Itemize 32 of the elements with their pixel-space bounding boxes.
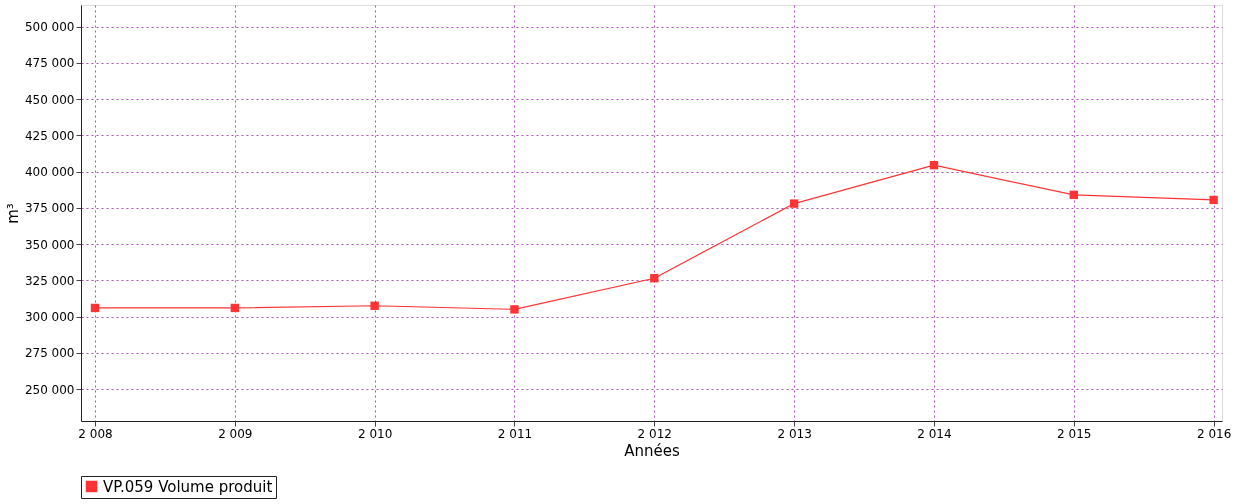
x-tick-label: 2 010 [357,426,393,441]
y-tick-label: 325 000 [24,273,75,288]
y-tick-label: 425 000 [24,128,75,143]
y-tick-label: 250 000 [24,382,75,397]
point [1069,190,1078,200]
point [1209,195,1218,205]
y-tick-label: 300 000 [24,310,75,325]
x-tick-label: 2 011 [497,426,533,441]
point [789,199,799,208]
y-tick-label: 475 000 [24,56,75,71]
x-tick-label: 2 009 [218,426,253,441]
x-tick-label: 2 015 [1057,426,1092,441]
x-tick-label: 2 012 [637,426,672,441]
x-tick-label: 2 016 [1196,426,1232,441]
x-tick-label: 2 013 [777,426,812,441]
point [929,160,939,170]
legend-label: VP.059 Volume produit [103,477,273,496]
point [510,305,519,314]
y-tick-label: 500 000 [24,20,75,35]
point [230,303,239,313]
y-tick-label: 400 000 [24,165,75,180]
y-tick-label: 275 000 [24,346,75,361]
y-tick-label: 375 000 [24,201,75,216]
point [370,301,379,310]
point [650,274,659,283]
y-tick-label: 450 000 [24,92,75,107]
y-tick-label: 350 000 [24,237,75,252]
x-tick-label: 2 008 [78,426,113,441]
x-axis-title: Années [624,441,680,460]
point [90,303,100,313]
y-axis-title: m³ [3,203,22,224]
x-tick-label: 2 014 [917,426,952,441]
